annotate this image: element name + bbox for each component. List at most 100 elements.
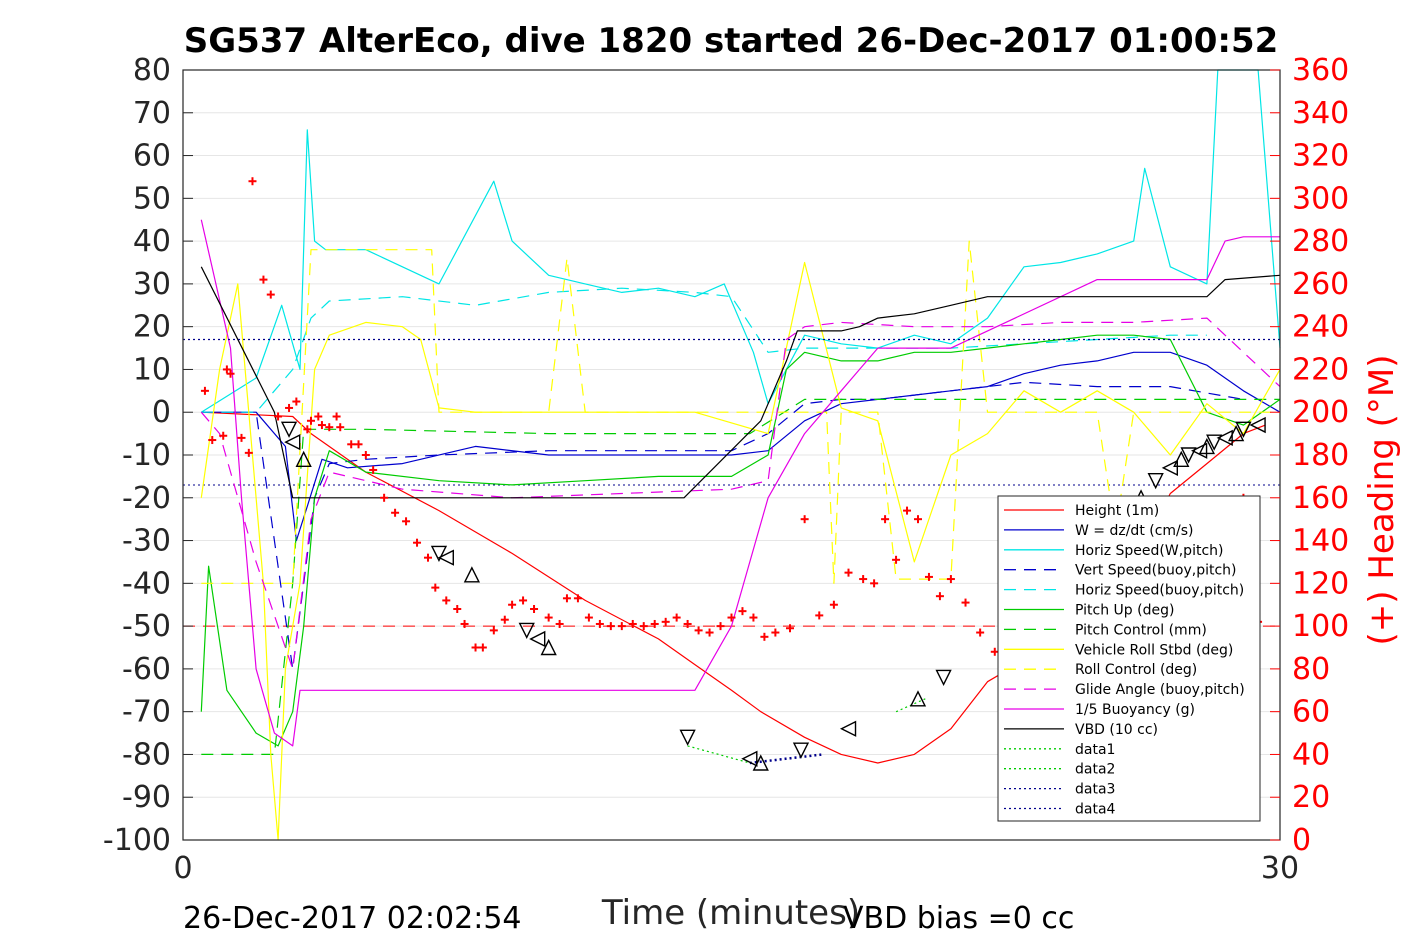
y-tick-label: 20 bbox=[133, 310, 171, 345]
glider-marker bbox=[1216, 429, 1233, 447]
heading-point bbox=[442, 596, 451, 605]
footer-timestamp: 26-Dec-2017 02:02:54 bbox=[183, 901, 522, 936]
glider-marker bbox=[752, 754, 769, 771]
heading-point bbox=[573, 594, 582, 603]
series-line-3 bbox=[201, 381, 1244, 670]
right-tick-label: 360 bbox=[1292, 53, 1349, 88]
right-tick-label: 140 bbox=[1292, 524, 1349, 559]
heading-point bbox=[705, 628, 714, 637]
heading-point bbox=[306, 416, 315, 425]
glider-marker bbox=[1161, 459, 1179, 476]
y-tick-label: -20 bbox=[122, 481, 171, 516]
legend-label: data3 bbox=[1075, 782, 1115, 798]
heading-point bbox=[453, 605, 462, 613]
heading-point bbox=[683, 619, 692, 628]
glider-marker bbox=[295, 450, 312, 467]
heading-point bbox=[562, 594, 571, 603]
footer-vbd-bias: VBD bias =0 cc bbox=[843, 901, 1074, 936]
heading-point bbox=[369, 465, 378, 474]
heading-point bbox=[990, 647, 999, 656]
left-axis: 80 70 60 50 40 30 20 10 0 -10 -20 -30 -40 -50 -60 -70 -8… bbox=[103, 53, 193, 858]
y-tick-label: -50 bbox=[122, 609, 171, 644]
heading-point bbox=[727, 613, 736, 622]
y-tick-label: -40 bbox=[122, 566, 171, 601]
heading-point bbox=[661, 617, 670, 626]
heading-point bbox=[471, 643, 480, 652]
glider-marker bbox=[430, 545, 448, 562]
legend-label: Height (1m) bbox=[1075, 503, 1159, 519]
heading-point bbox=[544, 613, 553, 622]
glider-marker bbox=[437, 549, 454, 566]
right-tick-label: 0 bbox=[1292, 823, 1311, 858]
heading-point bbox=[738, 607, 747, 616]
heading-point bbox=[314, 412, 323, 421]
heading-point bbox=[881, 515, 890, 524]
right-tick-label: 160 bbox=[1292, 481, 1349, 516]
heading-point bbox=[292, 397, 301, 406]
heading-point bbox=[859, 575, 868, 584]
glider-marker bbox=[909, 690, 927, 707]
legend-label: Roll Control (deg) bbox=[1075, 662, 1197, 678]
glider-marker bbox=[1180, 447, 1197, 464]
right-tick-label: 260 bbox=[1292, 267, 1349, 302]
right-tick-label: 340 bbox=[1292, 96, 1349, 131]
heading-point bbox=[274, 412, 283, 421]
heading-point bbox=[248, 177, 257, 186]
heading-point bbox=[489, 626, 498, 635]
x-axis: 0 30 bbox=[173, 830, 1299, 886]
heading-point bbox=[800, 515, 809, 524]
heading-point bbox=[413, 538, 422, 547]
heading-point bbox=[332, 412, 341, 421]
glider-marker bbox=[1173, 450, 1190, 467]
glider-marker bbox=[1190, 442, 1208, 459]
series-line-12 bbox=[687, 745, 750, 764]
legend: Height (1m) W = dz/dt (cm/s) Horiz Speed(W… bbox=[997, 495, 1261, 822]
legend-label: Horiz Speed(W,pitch) bbox=[1075, 543, 1223, 559]
glider-marker bbox=[839, 720, 857, 737]
heading-point bbox=[584, 613, 593, 622]
legend-label: Pitch Control (mm) bbox=[1075, 622, 1207, 638]
heading-point bbox=[555, 619, 564, 628]
heading-point bbox=[530, 605, 539, 613]
y-tick-label: 60 bbox=[133, 139, 171, 174]
heading-point bbox=[935, 592, 944, 601]
right-tick-label: 80 bbox=[1292, 652, 1330, 687]
glider-marker bbox=[463, 566, 481, 583]
heading-point bbox=[961, 598, 970, 607]
series-line-8 bbox=[201, 240, 1280, 584]
legend-label: Vert Speed(buoy,pitch) bbox=[1075, 563, 1237, 579]
y-tick-label: -100 bbox=[103, 823, 171, 858]
heading-point bbox=[976, 628, 985, 637]
y-tick-label: -60 bbox=[122, 652, 171, 687]
glider-marker bbox=[1206, 434, 1223, 451]
glider-marker bbox=[284, 434, 301, 451]
series-line-11 bbox=[200, 266, 1281, 499]
y-tick-label: 30 bbox=[133, 267, 171, 302]
y-tick-label: -30 bbox=[122, 524, 171, 559]
heading-point bbox=[303, 425, 312, 434]
x-axis-label: Time (minutes) bbox=[601, 893, 860, 933]
right-axis: 3603403203002802602402202001801601401201… bbox=[1270, 53, 1349, 858]
y-tick-label: 80 bbox=[133, 53, 171, 88]
heading-point bbox=[402, 517, 411, 526]
heading-point bbox=[617, 622, 626, 631]
series-line-10 bbox=[200, 219, 1280, 747]
heading-point bbox=[317, 421, 326, 430]
series-line-1 bbox=[201, 351, 1281, 542]
heading-point bbox=[423, 553, 432, 562]
right-tick-label: 100 bbox=[1292, 609, 1349, 644]
right-tick-label: 280 bbox=[1292, 224, 1349, 259]
heading-point bbox=[870, 579, 879, 588]
right-axis-label: (+) Heading (°M) bbox=[1362, 355, 1402, 646]
heading-point bbox=[285, 403, 294, 412]
y-tick-label: 40 bbox=[133, 224, 171, 259]
heading-point bbox=[431, 583, 440, 592]
heading-point bbox=[650, 619, 659, 628]
y-tick-label: -10 bbox=[122, 438, 171, 473]
heading-point bbox=[672, 613, 681, 622]
heading-point bbox=[266, 290, 275, 299]
heading-point bbox=[478, 643, 487, 652]
heading-point bbox=[500, 615, 509, 624]
heading-point bbox=[786, 624, 795, 633]
legend-label: Horiz Speed(buoy,pitch) bbox=[1075, 583, 1244, 599]
